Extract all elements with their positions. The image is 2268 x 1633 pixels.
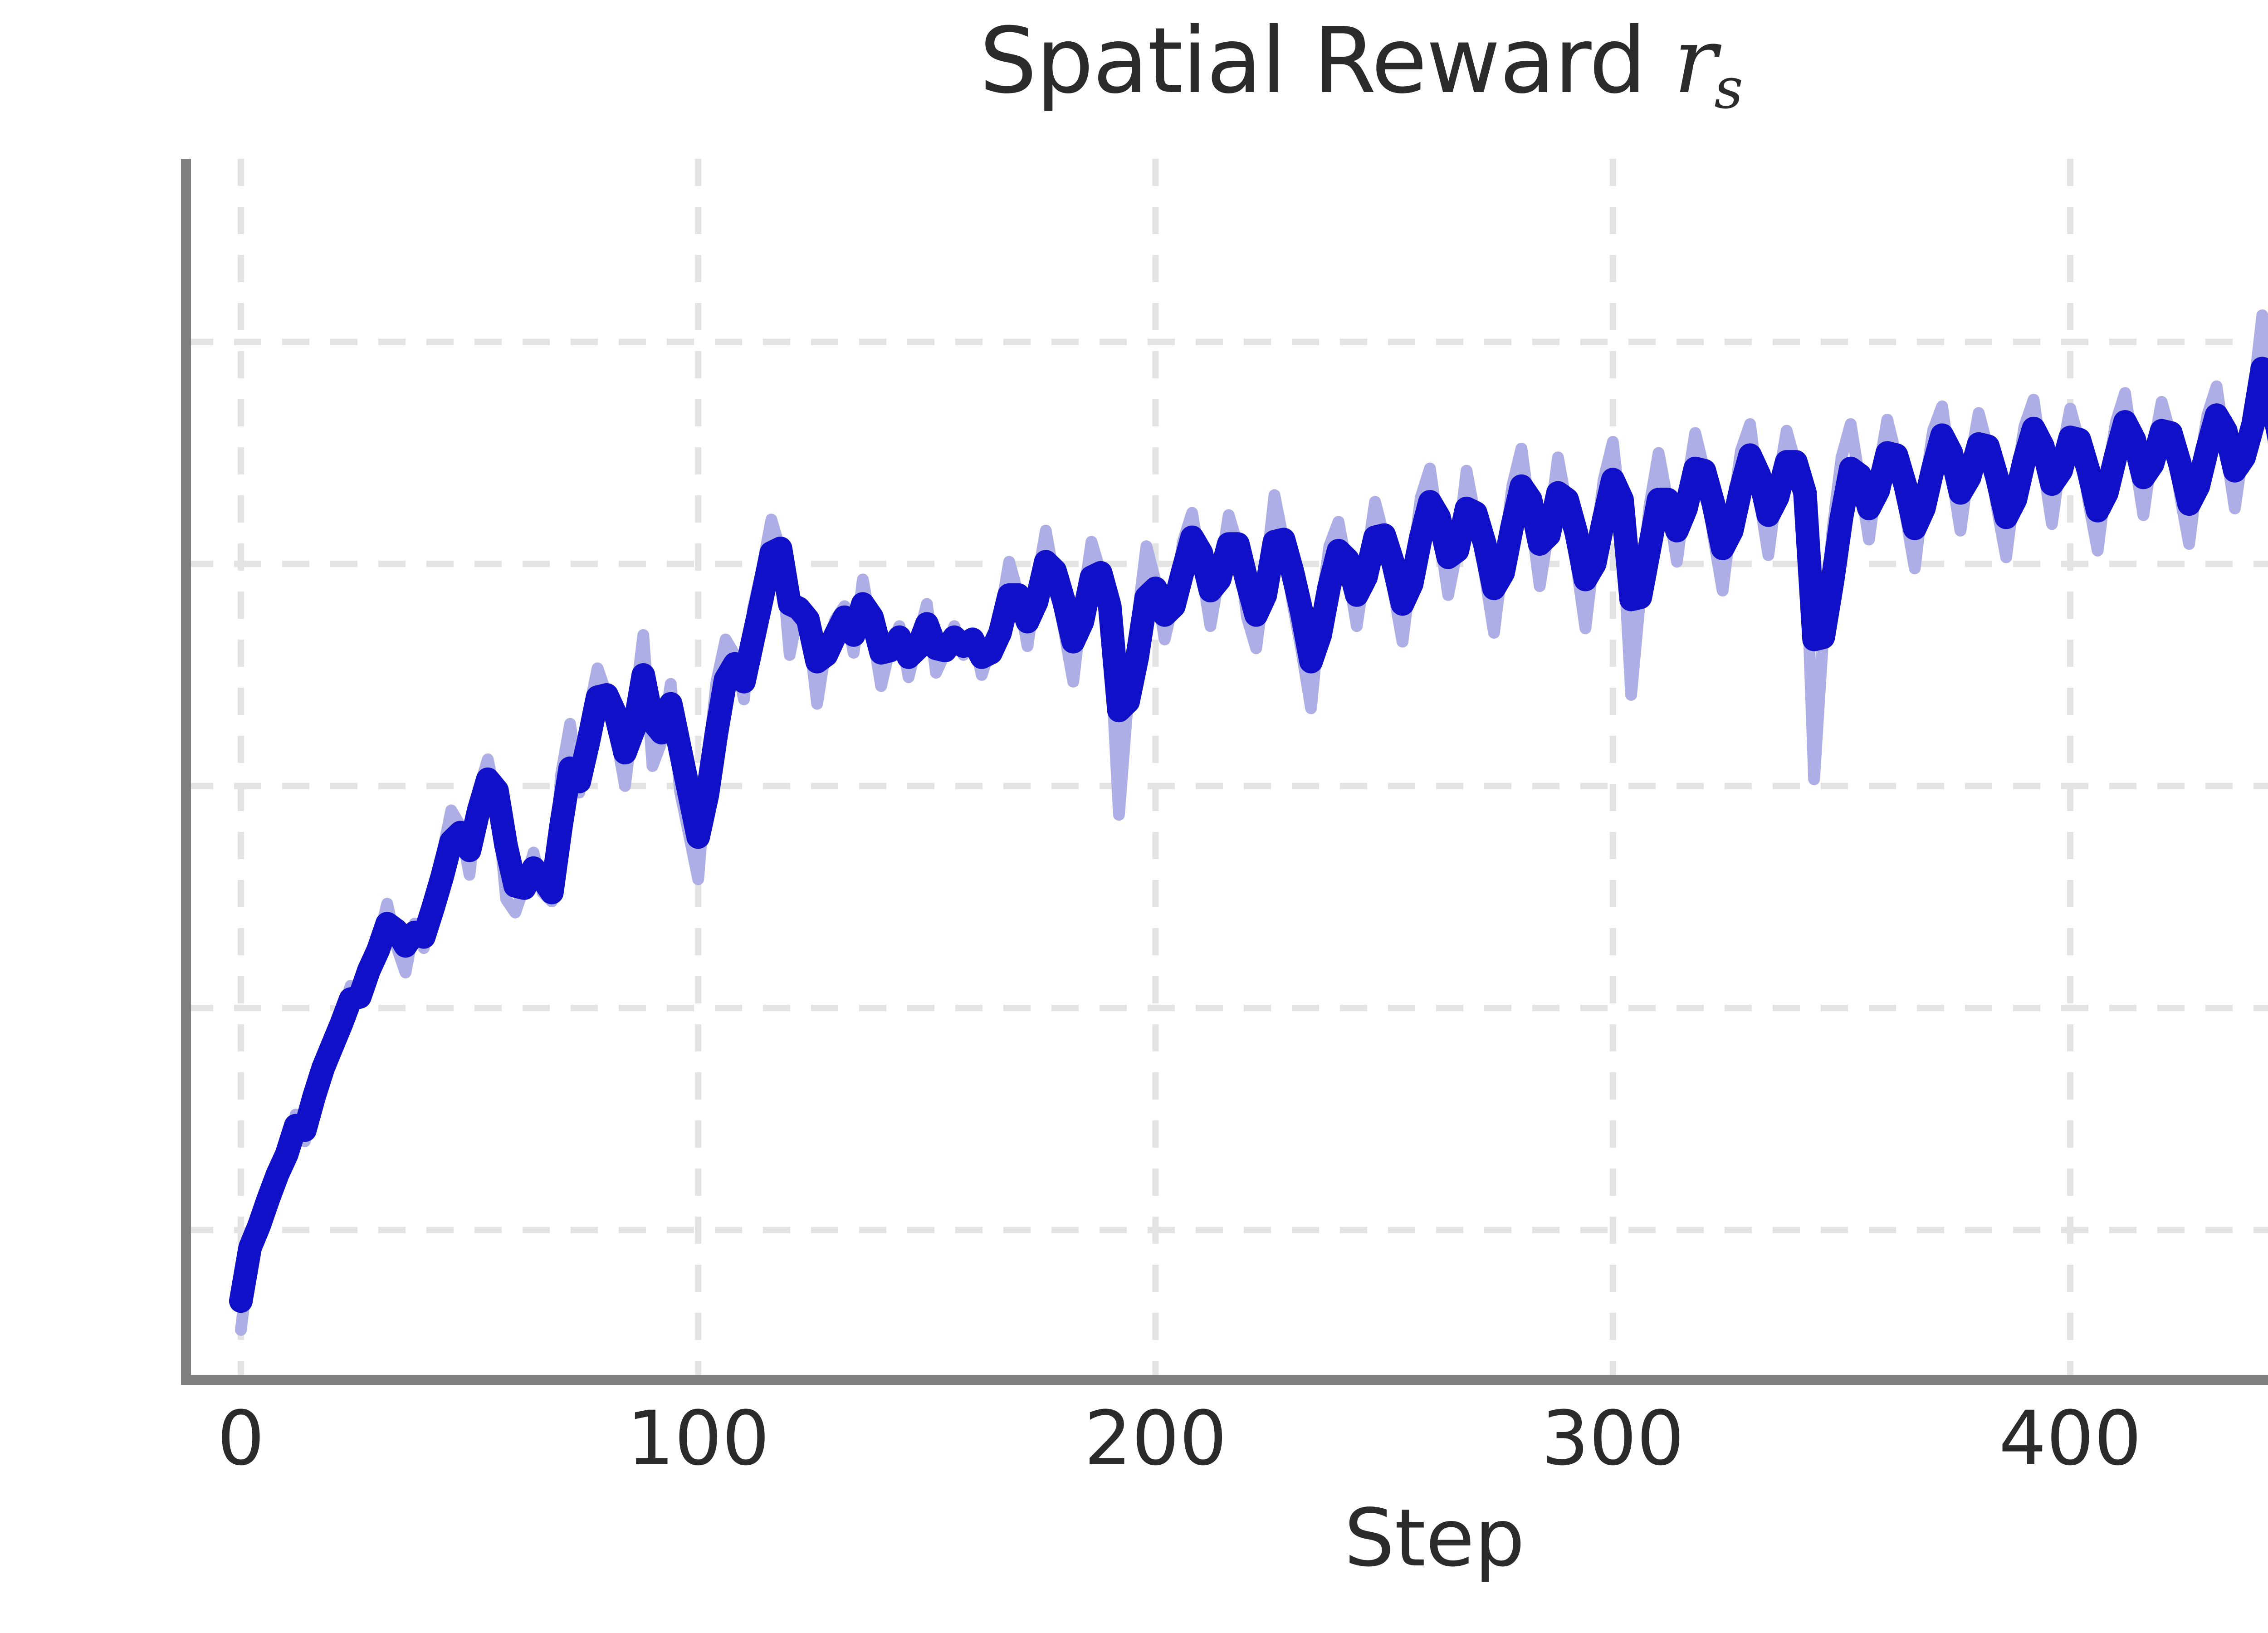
title-prefix: Spatial Reward: [979, 8, 1674, 114]
title-subscript: s: [1714, 56, 1743, 122]
page-title: Spatial Reward rs: [0, 5, 2268, 124]
x-tick-label: 200: [1084, 1395, 1227, 1482]
series-raw-line: [235, 309, 2268, 1336]
x-tick-label: 0: [217, 1395, 265, 1482]
title-variable: r: [1673, 8, 1717, 114]
x-tick-label: 400: [1999, 1395, 2142, 1482]
x-tick-label: 100: [626, 1395, 770, 1482]
x-axis-label: Step: [1344, 1492, 1525, 1584]
x-tick-label: 300: [1541, 1395, 1685, 1482]
series-smoothed-line: [229, 357, 2268, 1313]
x-gridlines: [237, 159, 2073, 1380]
